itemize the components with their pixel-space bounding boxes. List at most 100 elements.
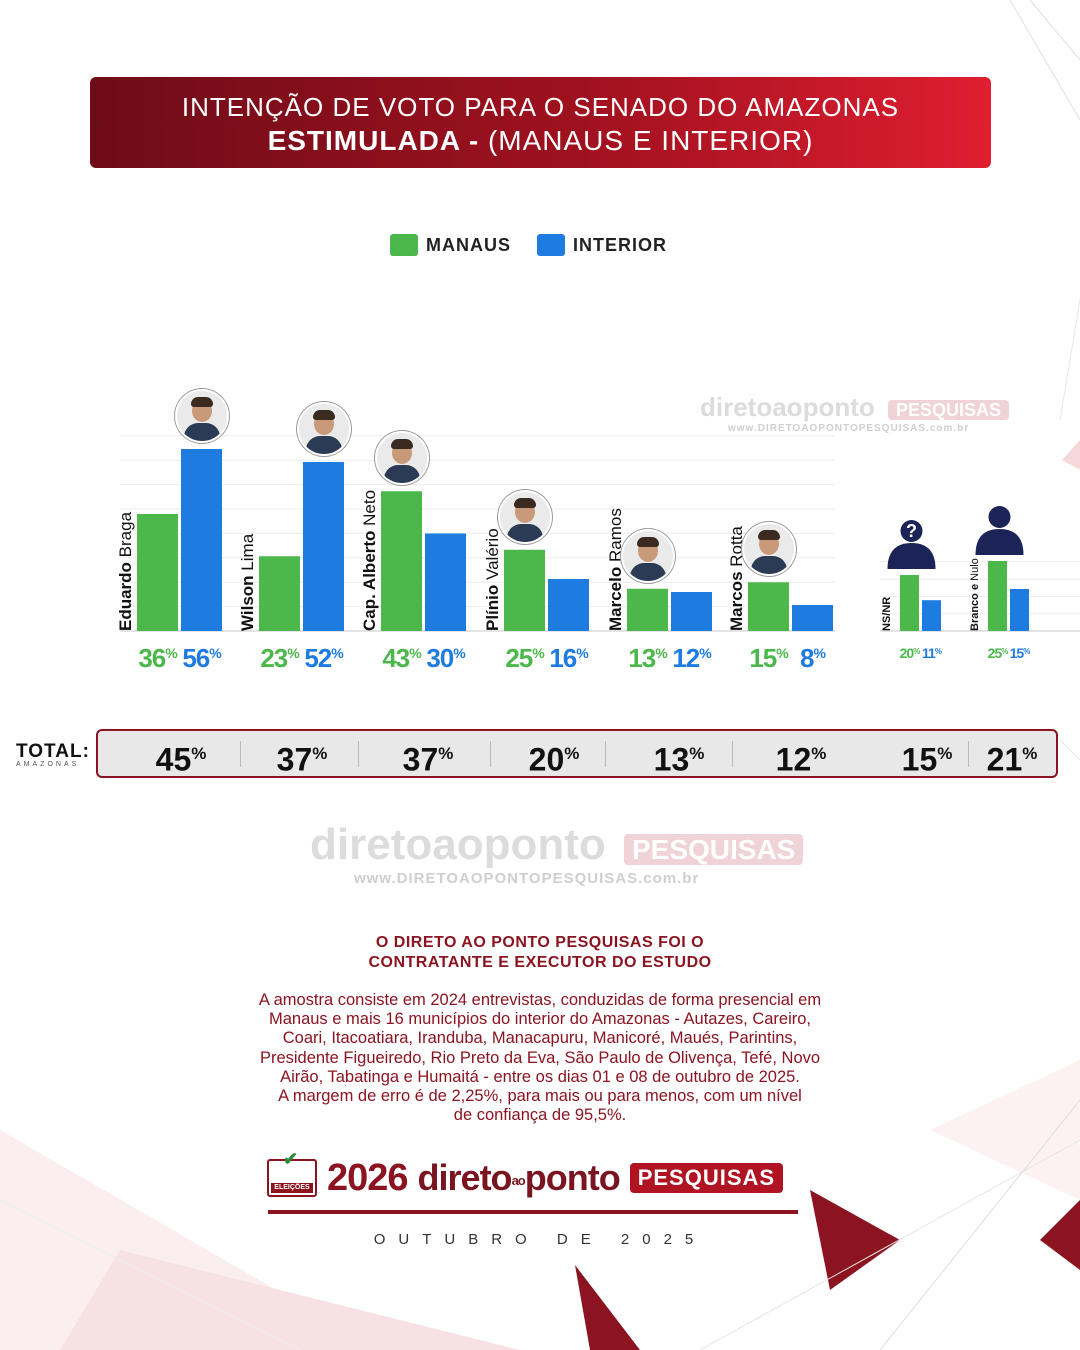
watermark-middle: diretoaoponto PESQUISAS www.DIRETOAOPONT…	[310, 820, 804, 887]
value-label-manaus: 43%	[382, 643, 422, 673]
title-banner: INTENÇÃO DE VOTO PARA O SENADO DO AMAZON…	[90, 77, 991, 168]
candidate-name: Marcos Rotta	[727, 526, 746, 631]
total-sublabel: AMAZONAS	[16, 761, 80, 768]
bar-manaus	[137, 514, 178, 631]
title-bold: ESTIMULADA -	[267, 125, 480, 156]
watermark-badge-middle: PESQUISAS	[623, 834, 804, 865]
bar-manaus	[381, 491, 422, 631]
candidate-last-name: Braga	[116, 511, 135, 562]
footer-date: OUTUBRO DE 2025	[373, 1231, 707, 1248]
methodology-line: Presidente Figueiredo, Rio Preto da Eva,…	[259, 1048, 821, 1067]
bar-manaus	[627, 588, 668, 631]
value-label-interior: 56%	[182, 643, 222, 673]
candidate-first-name: Eduardo	[116, 562, 135, 631]
methodology-line: Manaus e mais 16 municípios do interior …	[268, 1010, 812, 1029]
value-label-interior: 16%	[549, 643, 589, 673]
title-rest: (MANAUS E INTERIOR)	[487, 125, 814, 156]
total-value: 21%	[986, 741, 1038, 778]
total-value: 37%	[402, 741, 454, 778]
value-label-interior: 12%	[672, 643, 712, 673]
candidate-first-name: Branco e	[969, 584, 981, 631]
title-line-1: INTENÇÃO DE VOTO PARA O SENADO DO AMAZON…	[181, 92, 900, 122]
methodology-line: A margem de erro é de 2,25%, para mais o…	[278, 1087, 802, 1106]
candidate-photo	[174, 389, 229, 443]
candidate-first-name: Plínio	[483, 585, 502, 631]
checkmark-icon: ✔	[283, 1149, 299, 1169]
brand-part-b: ponto	[524, 1157, 621, 1198]
legend-swatch-manaus	[390, 234, 418, 256]
candidate-first-name: Wilson	[238, 575, 257, 631]
legend-label-interior: INTERIOR	[573, 234, 668, 255]
candidate-photo	[296, 402, 351, 456]
total-separator	[968, 741, 969, 767]
candidate-photo	[374, 431, 429, 486]
total-separator	[358, 741, 359, 767]
candidate-first-name: Marcos	[727, 571, 746, 631]
value-label-manaus: 25%	[505, 643, 545, 673]
total-value: 20%	[528, 741, 580, 778]
legend-swatch-interior	[537, 234, 565, 256]
total-label: TOTAL: AMAZONAS	[16, 741, 90, 768]
bar-interior	[792, 605, 833, 631]
bar-interior	[181, 449, 222, 631]
legend-label-manaus: MANAUS	[426, 234, 511, 255]
candidate-last-name: Ramos	[606, 508, 625, 567]
candidate-last-name: Nulo	[969, 558, 981, 584]
watermark-top: diretoaoponto PESQUISAS www.DIRETOAOPONT…	[700, 392, 1010, 434]
watermark-site: www.DIRETOAOPONTOPESQUISAS.com.br	[728, 423, 970, 434]
bar-manaus	[900, 575, 919, 631]
total-label-text: TOTAL:	[16, 741, 90, 762]
candidate-photo	[741, 522, 796, 577]
total-value: 45%	[155, 741, 207, 778]
bar-manaus	[504, 549, 545, 631]
candidate-name: Plínio Valério	[483, 528, 502, 631]
value-label-manaus: 13%	[628, 643, 668, 673]
footer-divider	[268, 1210, 798, 1214]
footer-logo: ✔ ELEIÇÕES 2026 diretoaoponto PESQUISAS	[267, 1149, 799, 1204]
bar-interior	[671, 592, 712, 631]
methodology-line: Airão, Tabatinga e Humaitá - entre os di…	[280, 1067, 800, 1086]
title-line-2: ESTIMULADA - (MANAUS E INTERIOR)	[90, 125, 991, 157]
value-label-manaus: 25%	[988, 645, 1009, 661]
candidate-first-name: Cap. Alberto	[360, 531, 379, 631]
candidate-photo	[620, 528, 675, 583]
methodology-line: de confiança de 95,5%.	[453, 1106, 627, 1125]
candidate-name: Marcelo Ramos	[606, 508, 625, 631]
question-mark-icon: ?	[906, 521, 917, 541]
value-label-manaus: 15%	[749, 643, 789, 673]
election-year: 2026	[327, 1156, 409, 1199]
legend-manaus: MANAUS	[390, 234, 511, 256]
bar-interior	[1010, 589, 1029, 631]
value-label-manaus: 23%	[260, 643, 300, 673]
silhouette-body	[887, 543, 936, 569]
candidate-first-name: NS/NR	[881, 597, 893, 631]
total-value: 15%	[901, 741, 953, 778]
value-label-interior: 30%	[426, 643, 466, 673]
watermark-brand: diretoaoponto	[700, 392, 875, 422]
elections-label: ELEIÇÕES	[271, 1183, 313, 1193]
candidate-first-name: Marcelo	[606, 567, 625, 631]
methodology-line: A amostra consiste em 2024 entrevistas, …	[258, 991, 822, 1009]
value-label-interior: 11%	[922, 645, 942, 661]
bar-manaus	[259, 556, 300, 631]
contract-notice: O DIRETO AO PONTO PESQUISAS FOI O CONTRA…	[0, 933, 1080, 973]
candidate-last-name: Rotta	[727, 526, 746, 572]
bar-interior	[425, 533, 466, 631]
value-label-manaus: 36%	[138, 643, 178, 673]
total-value: 13%	[653, 741, 705, 778]
total-bar: 45% 37% 37% 20% 13% 12% 15% 21%	[96, 729, 1058, 778]
value-label-interior: 8%	[800, 643, 826, 673]
total-separator	[732, 741, 733, 767]
watermark-badge: PESQUISAS	[888, 400, 1010, 420]
candidate-last-name: Neto	[360, 490, 379, 531]
candidate-last-name: Valério	[483, 528, 502, 584]
bar-interior	[303, 462, 344, 631]
candidate-name: Wilson Lima	[238, 533, 257, 631]
chart-legend: MANAUS INTERIOR	[390, 234, 667, 256]
candidate-name: Cap. Alberto Neto	[360, 490, 379, 631]
silhouette-body	[975, 529, 1024, 555]
candidate-photo	[497, 489, 552, 544]
